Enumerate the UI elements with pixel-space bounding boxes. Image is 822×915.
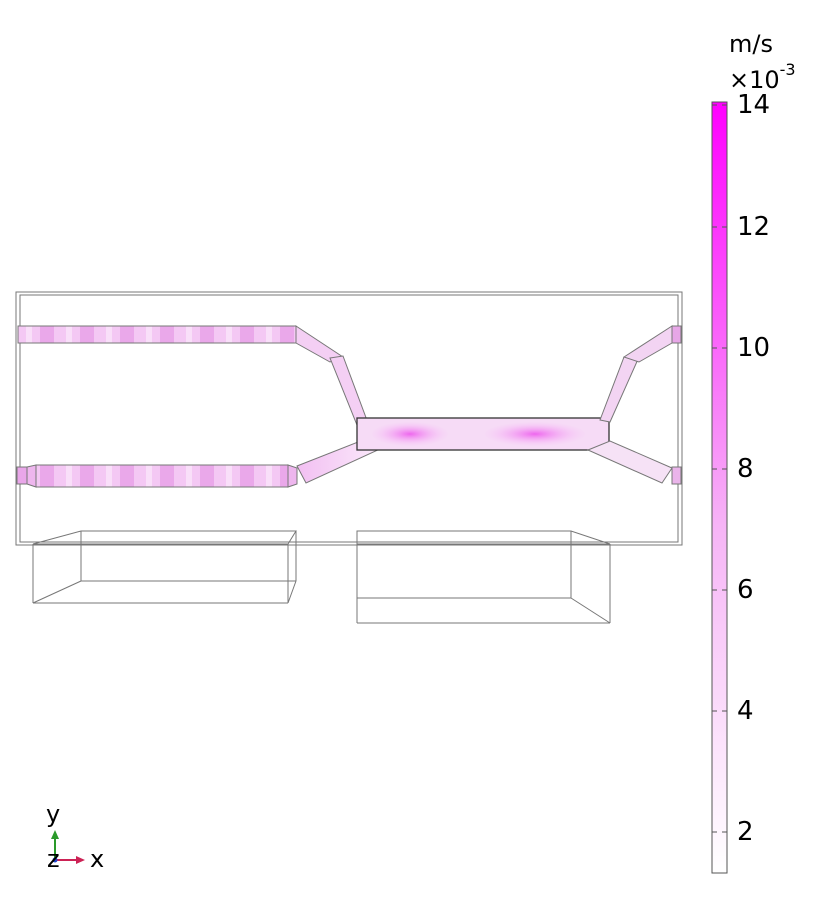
central-chamber	[356, 417, 610, 451]
colorbar-ticks	[712, 104, 727, 833]
channel-lower-left	[16, 464, 298, 488]
outer-box	[15, 291, 683, 546]
colorbar-tick-label-8: 8	[737, 454, 754, 484]
channel-upper-left	[17, 325, 297, 344]
colorbar-tick-label-10: 10	[737, 333, 771, 363]
channel-upper-diagonal	[295, 325, 369, 426]
axis-label-y: y	[46, 800, 61, 828]
channel-right-upper	[599, 325, 682, 423]
axis-label-x: x	[90, 845, 105, 873]
bottom-box-left	[32, 530, 297, 604]
colorbar-tick-label-12: 12	[737, 212, 771, 242]
colorbar-gradient	[711, 101, 728, 874]
colorbar-tick-label-6: 6	[737, 575, 754, 605]
colorbar-tick-label-2: 2	[737, 817, 754, 847]
colorbar	[711, 101, 728, 874]
axis-label-z: z	[47, 845, 60, 873]
colorbar-tick-label-14: 14	[737, 90, 771, 120]
axis-triad	[51, 830, 85, 864]
bottom-box-right	[356, 530, 611, 624]
channel-right-lower	[586, 440, 682, 485]
colorbar-unit: m/s	[729, 30, 773, 58]
colorbar-tick-label-4: 4	[737, 696, 754, 726]
colorbar-multiplier: ×10-3	[729, 60, 796, 94]
